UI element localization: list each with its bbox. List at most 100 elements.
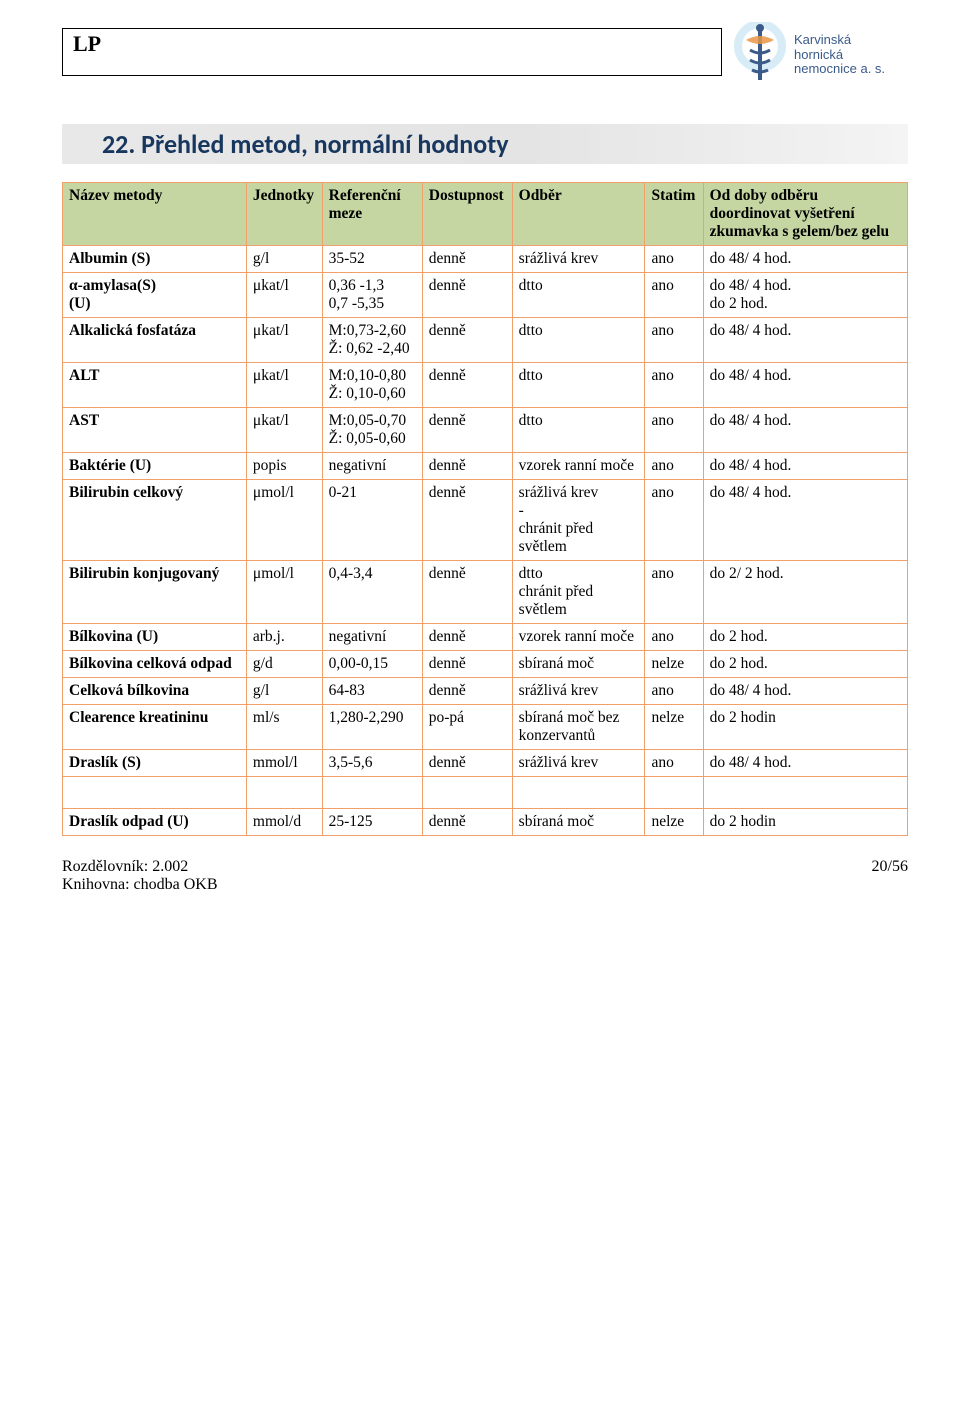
table-cell: Draslík (S) xyxy=(63,750,247,777)
table-cell: Albumin (S) xyxy=(63,246,247,273)
logo-text: Karvinská hornická nemocnice a. s. xyxy=(794,33,885,78)
table-cell: denně xyxy=(422,624,512,651)
document-page: LP Karvinská hornická nemocnice a. s. 22… xyxy=(0,0,960,924)
lp-label: LP xyxy=(73,31,101,57)
table-cell: ano xyxy=(645,624,703,651)
table-cell: srážlivá krev xyxy=(512,246,645,273)
table-cell: Celková bílkovina xyxy=(63,678,247,705)
table-cell: dtto chránit před světlem xyxy=(512,561,645,624)
column-header: Odběr xyxy=(512,183,645,246)
table-row: Alkalická fosfatázaμkat/lM:0,73-2,60 Ž: … xyxy=(63,318,908,363)
table-cell: do 48/ 4 hod. xyxy=(703,750,907,777)
table-cell: do 48/ 4 hod. xyxy=(703,453,907,480)
table-row: Bilirubin konjugovanýμmol/l0,4-3,4denněd… xyxy=(63,561,908,624)
table-cell: 35-52 xyxy=(322,246,422,273)
table-cell: μkat/l xyxy=(246,408,322,453)
column-header: Referenční meze xyxy=(322,183,422,246)
table-cell: denně xyxy=(422,561,512,624)
table-cell: Bilirubin konjugovaný xyxy=(63,561,247,624)
column-header: Statim xyxy=(645,183,703,246)
table-cell: M:0,10-0,80 Ž: 0,10-0,60 xyxy=(322,363,422,408)
table-cell xyxy=(246,777,322,809)
table-cell: AST xyxy=(63,408,247,453)
table-cell: ano xyxy=(645,318,703,363)
page-footer: Rozdělovník: 2.002 Knihovna: chodba OKB … xyxy=(62,858,908,894)
table-cell: ano xyxy=(645,246,703,273)
table-cell: srážlivá krev xyxy=(512,750,645,777)
table-cell: denně xyxy=(422,408,512,453)
table-cell: sbíraná moč xyxy=(512,809,645,836)
table-cell: denně xyxy=(422,318,512,363)
table-cell: denně xyxy=(422,273,512,318)
table-cell xyxy=(512,777,645,809)
table-cell: vzorek ranní moče xyxy=(512,453,645,480)
table-cell: ano xyxy=(645,453,703,480)
table-row: ALTμkat/lM:0,10-0,80 Ž: 0,10-0,60dennědt… xyxy=(63,363,908,408)
table-cell: 3,5-5,6 xyxy=(322,750,422,777)
table-cell: denně xyxy=(422,363,512,408)
table-cell: do 48/ 4 hod. do 2 hod. xyxy=(703,273,907,318)
footer-right: 20/56 xyxy=(872,858,908,894)
table-cell: ml/s xyxy=(246,705,322,750)
table-cell: μkat/l xyxy=(246,318,322,363)
table-cell: Baktérie (U) xyxy=(63,453,247,480)
table-cell: nelze xyxy=(645,705,703,750)
table-cell: do 48/ 4 hod. xyxy=(703,318,907,363)
table-cell xyxy=(422,777,512,809)
table-cell: do 48/ 4 hod. xyxy=(703,480,907,561)
table-cell: po-pá xyxy=(422,705,512,750)
table-cell: sbíraná moč xyxy=(512,651,645,678)
table-cell: vzorek ranní moče xyxy=(512,624,645,651)
table-cell: μmol/l xyxy=(246,480,322,561)
table-cell: M:0,73-2,60 Ž: 0,62 -2,40 xyxy=(322,318,422,363)
table-cell: denně xyxy=(422,246,512,273)
table-row: α-amylasa(S) (U)μkat/l0,36 -1,3 0,7 -5,3… xyxy=(63,273,908,318)
table-cell: do 2 hodin xyxy=(703,809,907,836)
section-heading: 22. Přehled metod, normální hodnoty xyxy=(62,124,908,164)
table-cell: 1,280-2,290 xyxy=(322,705,422,750)
table-cell: 0,4-3,4 xyxy=(322,561,422,624)
table-row: Draslík odpad (U)mmol/d25-125denněsbíran… xyxy=(63,809,908,836)
table-body: Albumin (S)g/l35-52denněsrážlivá krevano… xyxy=(63,246,908,836)
table-cell: arb.j. xyxy=(246,624,322,651)
table-cell: denně xyxy=(422,651,512,678)
table-cell: 0-21 xyxy=(322,480,422,561)
table-cell: denně xyxy=(422,480,512,561)
table-cell: do 48/ 4 hod. xyxy=(703,363,907,408)
table-cell: ano xyxy=(645,273,703,318)
table-cell: do 2 hod. xyxy=(703,624,907,651)
column-header: Název metody xyxy=(63,183,247,246)
table-row: ASTμkat/lM:0,05-0,70 Ž: 0,05-0,60dennědt… xyxy=(63,408,908,453)
table-cell: negativní xyxy=(322,453,422,480)
table-row: Albumin (S)g/l35-52denněsrážlivá krevano… xyxy=(63,246,908,273)
table-cell: denně xyxy=(422,678,512,705)
table-row: Celková bílkovinag/l64-83denněsrážlivá k… xyxy=(63,678,908,705)
table-cell: denně xyxy=(422,750,512,777)
table-cell: mmol/l xyxy=(246,750,322,777)
table-cell: dtto xyxy=(512,273,645,318)
table-cell: Bílkovina (U) xyxy=(63,624,247,651)
table-cell: do 2 hodin xyxy=(703,705,907,750)
table-row xyxy=(63,777,908,809)
table-cell: Alkalická fosfatáza xyxy=(63,318,247,363)
table-cell: 25-125 xyxy=(322,809,422,836)
table-cell: α-amylasa(S) (U) xyxy=(63,273,247,318)
table-cell: srážlivá krev xyxy=(512,678,645,705)
table-cell: mmol/d xyxy=(246,809,322,836)
section-heading-text: 22. Přehled metod, normální hodnoty xyxy=(102,128,509,160)
table-cell xyxy=(322,777,422,809)
table-cell: do 48/ 4 hod. xyxy=(703,246,907,273)
table-row: Baktérie (U)popisnegativnídenněvzorek ra… xyxy=(63,453,908,480)
table-cell: do 48/ 4 hod. xyxy=(703,408,907,453)
table-cell: dtto xyxy=(512,408,645,453)
column-header: Od doby odběru doordinovat vyšetření zku… xyxy=(703,183,907,246)
caduceus-icon xyxy=(732,22,788,88)
table-cell: ano xyxy=(645,480,703,561)
table-cell: ano xyxy=(645,750,703,777)
table-cell: 0,00-0,15 xyxy=(322,651,422,678)
table-cell: 64-83 xyxy=(322,678,422,705)
table-cell: μkat/l xyxy=(246,273,322,318)
column-header: Dostupnost xyxy=(422,183,512,246)
footer-left: Rozdělovník: 2.002 Knihovna: chodba OKB xyxy=(62,858,218,894)
table-cell: g/l xyxy=(246,678,322,705)
